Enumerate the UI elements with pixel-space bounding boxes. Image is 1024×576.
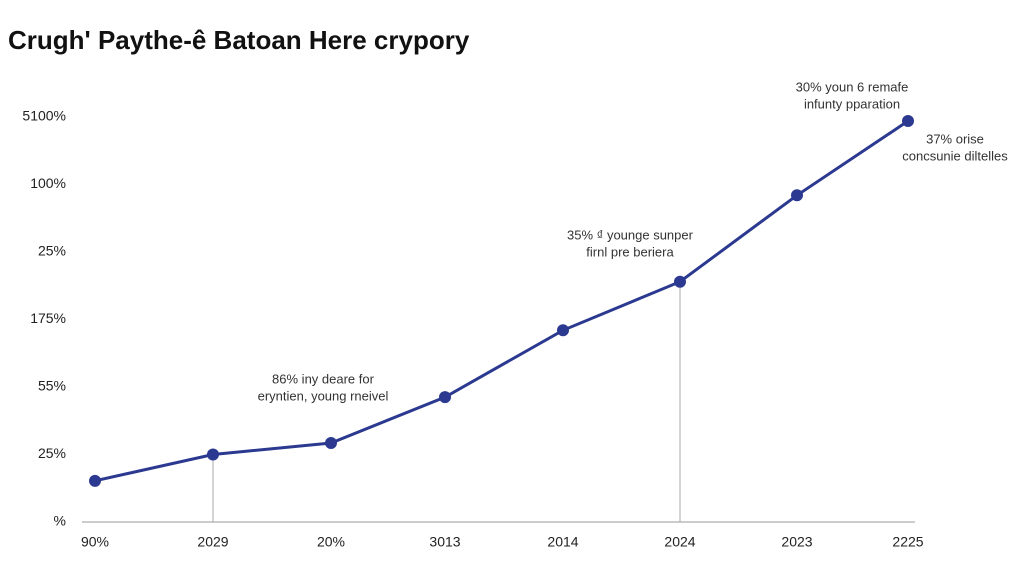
annotation: 35% ₫ younge sunper [567, 227, 694, 242]
annotation: eryntien, young rneivel [258, 388, 389, 403]
data-point [89, 474, 101, 487]
annotation: 37% orise [926, 131, 984, 146]
annotation: 30% youn 6 remafe [796, 79, 909, 94]
data-point [439, 391, 451, 404]
y-tick-label: 25% [38, 243, 66, 259]
data-point [557, 324, 569, 337]
y-tick-label: 5100% [22, 108, 66, 124]
data-point [902, 115, 914, 128]
x-tick-label: 90% [81, 534, 109, 550]
data-point [791, 189, 803, 202]
data-point [325, 437, 337, 450]
data-point [207, 448, 219, 461]
annotation: infunty pparation [804, 96, 900, 111]
data-line [94, 119, 909, 483]
x-tick-label: 3013 [429, 534, 460, 550]
y-tick-label: 25% [38, 445, 66, 461]
x-tick-label: 2014 [547, 534, 578, 550]
x-tick-label: 2024 [664, 534, 695, 550]
y-tick-label: 55% [38, 378, 66, 394]
y-tick-label: 100% [30, 175, 66, 191]
chart-title: Crugh' Paythe-ê Batoan Here crypory [8, 25, 470, 55]
annotation: concsunie diltelles [902, 148, 1008, 163]
y-tick-label: 175% [30, 310, 66, 326]
x-tick-label: 20% [317, 534, 345, 550]
annotation: firnl pre beriera [586, 244, 674, 259]
data-point [674, 275, 686, 288]
x-tick-label: 2225 [892, 534, 923, 550]
x-tick-label: 2023 [781, 534, 812, 550]
y-tick-label: % [54, 513, 66, 529]
x-tick-label: 2029 [197, 534, 228, 550]
annotation: 86% iny deare for [272, 371, 375, 386]
